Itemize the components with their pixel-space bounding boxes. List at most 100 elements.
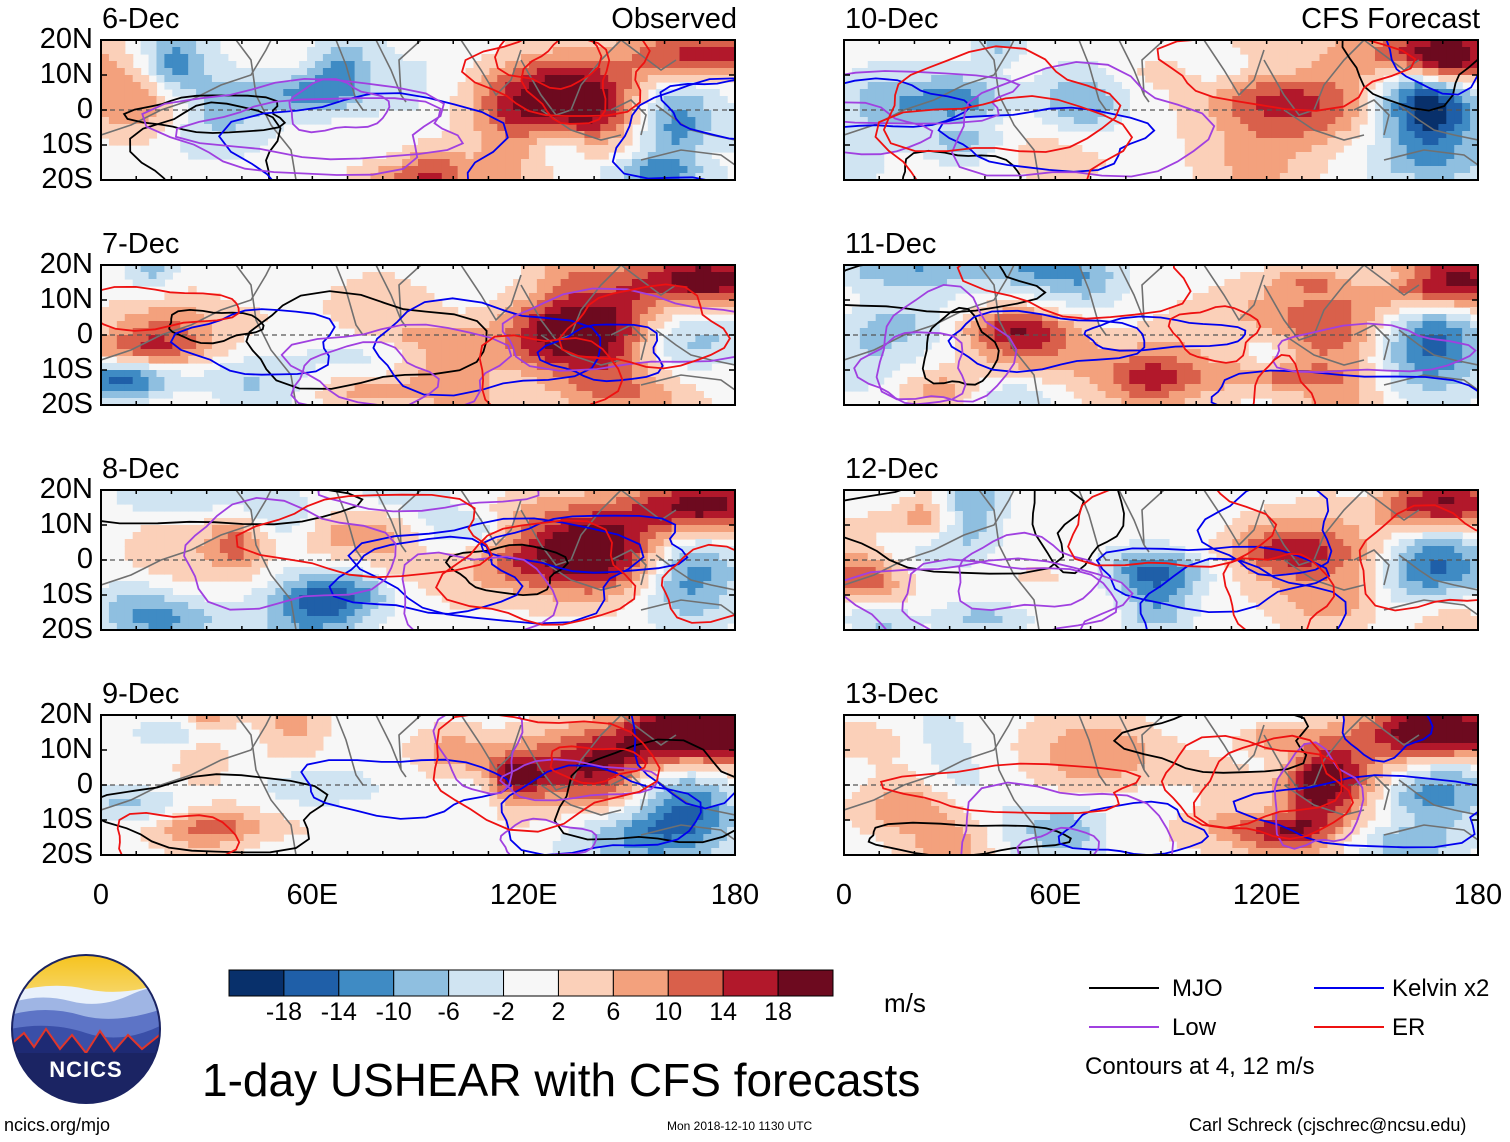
shear-cell <box>616 722 625 730</box>
shear-cell <box>584 152 593 160</box>
contour-kelvin <box>630 715 735 810</box>
shear-cell <box>711 504 720 512</box>
shear-cell <box>259 96 269 104</box>
shear-cell <box>655 96 665 104</box>
shear-cell <box>497 356 506 364</box>
shear-cell <box>719 286 728 294</box>
shear-cell <box>528 567 538 575</box>
shear-cell <box>243 131 253 139</box>
shear-cell <box>679 321 689 329</box>
shear-cell <box>116 609 126 617</box>
shear-cell <box>156 602 166 610</box>
shear-cell <box>267 131 276 139</box>
shear-cell <box>473 335 482 343</box>
shear-cell <box>473 166 482 174</box>
contour-mjo <box>101 773 329 854</box>
shear-cell <box>346 574 356 582</box>
shear-cell <box>410 286 419 294</box>
shear-cell <box>180 532 189 540</box>
shear-cell <box>322 307 332 315</box>
shear-cell <box>639 722 649 730</box>
shear-cell <box>267 616 276 624</box>
shear-cell <box>378 391 387 399</box>
shear-cell <box>513 117 522 125</box>
shear-cell <box>299 778 308 786</box>
shear-cell <box>441 398 451 405</box>
shear-cell <box>536 778 546 786</box>
shear-cell <box>346 588 356 596</box>
shear-cell <box>695 131 704 139</box>
shear-cell <box>528 40 538 48</box>
shear-cell <box>156 321 166 329</box>
shear-cell <box>655 722 665 730</box>
shear-cell <box>180 848 189 855</box>
shear-cell <box>528 729 538 737</box>
shear-cell <box>568 293 578 301</box>
shear-cell <box>354 166 364 174</box>
shear-cell <box>275 588 284 596</box>
y-tick-label: 10S <box>41 803 93 835</box>
shear-cell <box>124 813 134 821</box>
shear-cell <box>608 581 617 589</box>
shear-cell <box>235 314 245 322</box>
shear-cell <box>402 293 411 301</box>
shear-cell <box>505 511 514 519</box>
shear-cell <box>608 813 617 821</box>
shear-cell <box>314 623 324 630</box>
shear-cell <box>196 89 205 97</box>
shear-cell <box>695 588 704 596</box>
shear-cell <box>631 490 641 498</box>
shear-cell <box>338 623 348 630</box>
shear-cell <box>513 110 522 118</box>
shear-cell <box>552 546 562 554</box>
shear-cell <box>164 110 173 118</box>
shear-cell <box>568 110 578 118</box>
shear-cell <box>156 54 166 62</box>
shear-cell <box>180 574 189 582</box>
shear-cell <box>521 272 530 280</box>
shear-cell <box>1311 68 1321 76</box>
shear-cell <box>124 490 134 498</box>
shear-cell <box>465 117 475 125</box>
shear-cell <box>727 546 735 554</box>
shear-cell <box>521 595 530 603</box>
shear-cell <box>481 560 490 568</box>
shear-cell <box>489 743 498 751</box>
shear-cell <box>576 771 586 779</box>
shear-cell <box>465 363 475 371</box>
shear-cell <box>552 272 562 280</box>
shear-cell <box>219 131 229 139</box>
shear-cell <box>457 398 467 405</box>
shear-cell <box>378 47 387 55</box>
shear-cell <box>1145 68 1154 76</box>
shear-cell <box>505 560 514 568</box>
shear-cell <box>101 616 110 624</box>
shear-cell <box>711 560 720 568</box>
shear-cell <box>116 328 126 336</box>
shear-cell <box>679 574 689 582</box>
shear-cell <box>695 616 704 624</box>
shear-cell <box>314 349 324 357</box>
shear-cell <box>978 54 988 62</box>
shear-cell <box>505 518 514 526</box>
shear-cell <box>338 525 348 533</box>
shear-cell <box>584 314 593 322</box>
shear-cell <box>1406 82 1416 90</box>
shear-cell <box>259 511 269 519</box>
shear-cell <box>402 497 411 505</box>
shear-cell <box>695 293 704 301</box>
shear-cell <box>164 560 173 568</box>
shear-cell <box>600 110 609 118</box>
shear-cell <box>291 715 300 723</box>
shear-cell <box>560 131 570 139</box>
shear-cell <box>727 293 735 301</box>
shear-cell <box>703 567 712 575</box>
panel-date-label: 8-Dec <box>102 453 180 485</box>
shear-cell <box>592 138 601 146</box>
shear-cell <box>354 286 364 294</box>
shear-cell <box>552 75 562 83</box>
shear-cell <box>576 61 586 69</box>
shear-cell <box>711 595 720 603</box>
shear-cell <box>235 110 245 118</box>
shear-cell <box>536 398 546 405</box>
